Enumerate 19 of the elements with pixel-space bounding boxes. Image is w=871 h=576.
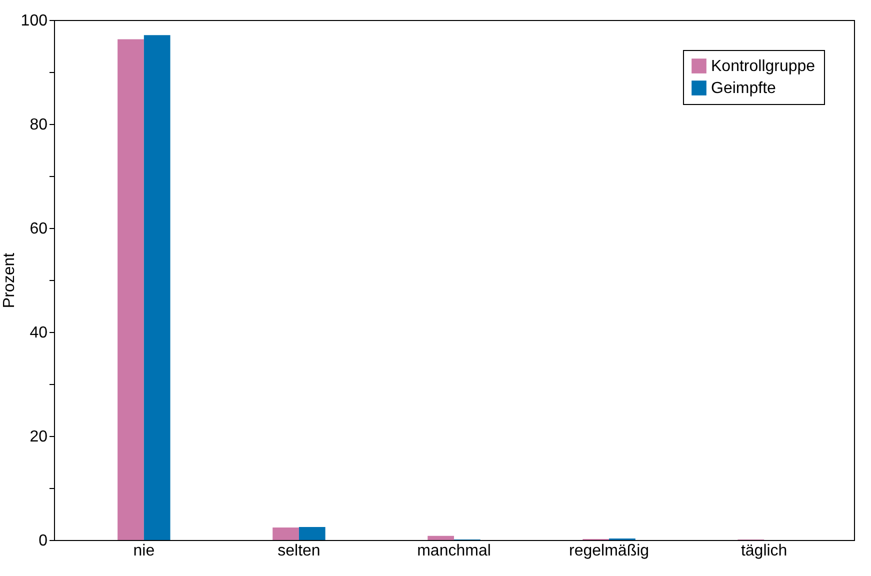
y-tick-label: 60 bbox=[30, 220, 48, 238]
y-tick-label: 0 bbox=[38, 532, 48, 550]
bar bbox=[428, 536, 454, 540]
bar bbox=[144, 35, 170, 540]
bar bbox=[118, 39, 144, 540]
y-tick-label: 80 bbox=[30, 116, 48, 134]
x-tick-label: regelmäßig bbox=[569, 542, 650, 560]
bar bbox=[272, 528, 299, 540]
y-tick-label: 100 bbox=[20, 12, 48, 30]
x-tick-label: nie bbox=[133, 542, 155, 560]
x-tick-label: manchmal bbox=[417, 542, 491, 560]
legend-label: Geimpfte bbox=[711, 80, 776, 97]
x-tick-label: selten bbox=[278, 542, 320, 560]
y-tick-label: 40 bbox=[30, 324, 48, 342]
x-tick-label: täglich bbox=[740, 542, 788, 560]
bar bbox=[298, 527, 326, 540]
y-axis-title: Prozent bbox=[0, 252, 18, 308]
legend-label: Kontrollgruppe bbox=[711, 58, 816, 75]
y-tick-label: 20 bbox=[30, 428, 48, 446]
